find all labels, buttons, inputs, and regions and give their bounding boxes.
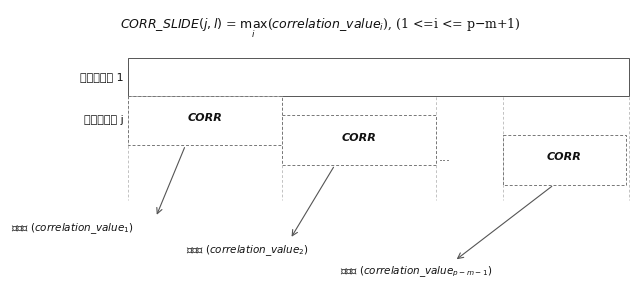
Text: CORR: CORR: [188, 113, 223, 123]
Text: 相関値 ($\it{correlation\_value}$$_{p-m-1}$): 相関値 ($\it{correlation\_value}$$_{p-m-1}$…: [340, 264, 492, 278]
Text: シーケンス j: シーケンス j: [84, 115, 124, 125]
Bar: [282, 115, 436, 165]
Text: CORR: CORR: [342, 133, 377, 142]
Text: シーケンス 1: シーケンス 1: [80, 72, 124, 82]
Text: 相関値 ($\it{correlation\_value}$$_2$): 相関値 ($\it{correlation\_value}$$_2$): [186, 243, 308, 258]
Text: CORR: CORR: [547, 152, 582, 162]
Bar: [128, 58, 628, 95]
Bar: [503, 135, 626, 185]
Bar: [128, 95, 282, 145]
Text: ...: ...: [438, 152, 451, 164]
Text: $\it{CORR\_SLIDE(j,l)}$ = $\underset{i}{\mathrm{max}}$($\it{correlation\_value_i: $\it{CORR\_SLIDE(j,l)}$ = $\underset{i}{…: [120, 16, 520, 40]
Text: 相関値 ($\it{correlation\_value}$$_1$): 相関値 ($\it{correlation\_value}$$_1$): [12, 221, 134, 236]
